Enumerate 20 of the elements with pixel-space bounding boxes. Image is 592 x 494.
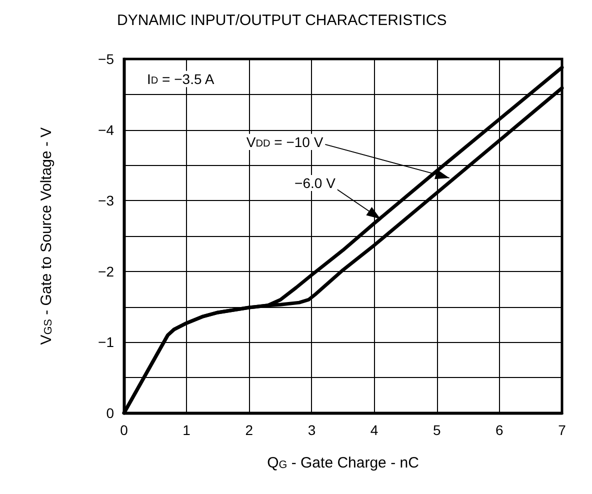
x-tick-label: 3 xyxy=(308,422,316,438)
annotation: ID = −3.5 A xyxy=(147,71,215,87)
x-tick-label: 1 xyxy=(182,422,191,438)
annotation: −6.0 V xyxy=(294,175,336,192)
x-tick-label: 5 xyxy=(432,422,441,438)
y-tick-label: −3 xyxy=(98,192,114,209)
x-axis-title: QG - Gate Charge - nC xyxy=(267,454,420,472)
y-tick-label: −2 xyxy=(98,263,114,280)
x-tick-label: 7 xyxy=(558,422,566,438)
x-tick-label: 4 xyxy=(370,422,378,438)
chart-title: DYNAMIC INPUT/OUTPUT CHARACTERISTICS xyxy=(117,12,447,29)
x-tick-label: 6 xyxy=(496,422,504,438)
annotation: VDD = −10 V xyxy=(246,134,324,150)
x-tick-label: 2 xyxy=(245,422,254,438)
y-tick-label: −4 xyxy=(98,122,114,138)
x-tick-label: 0 xyxy=(120,422,128,438)
y-tick-label: 0 xyxy=(106,405,114,421)
y-tick-label: −5 xyxy=(98,51,114,67)
y-axis-title: VGS - Gate to Source Voltage - V xyxy=(38,127,55,345)
y-tick-label: −1 xyxy=(98,334,114,350)
